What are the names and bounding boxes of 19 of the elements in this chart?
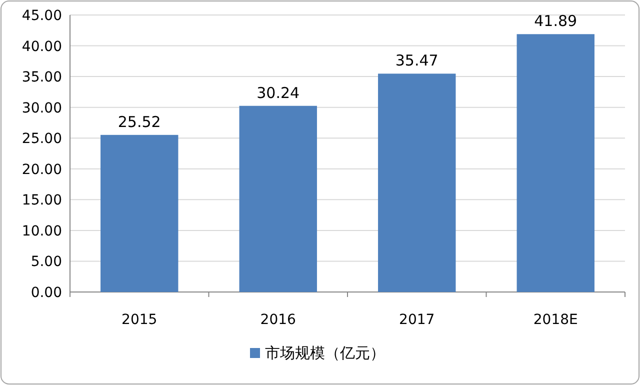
ytick: 45.00: [22, 8, 62, 24]
ytick: 30.00: [22, 100, 62, 116]
legend-label: 市场规模（亿元）: [265, 344, 385, 362]
ytick: 20.00: [22, 162, 62, 178]
ytick: 15.00: [22, 192, 62, 209]
xtick: 2018E: [533, 312, 578, 328]
ytick: 10.00: [22, 223, 62, 240]
data-label: 30.24: [256, 84, 300, 102]
data-label: 25.52: [118, 112, 161, 131]
ytick: 40.00: [22, 38, 62, 55]
data-label: 35.47: [395, 52, 438, 70]
ytick: 5.00: [30, 254, 62, 270]
data-label: 41.89: [534, 12, 578, 30]
xtick: 2015: [122, 312, 158, 328]
ytick: 35.00: [22, 70, 62, 86]
xtick: 2017: [399, 312, 435, 328]
ytick: 0.00: [30, 285, 62, 301]
xtick: 2016: [260, 312, 296, 328]
ytick: 25.00: [22, 131, 62, 148]
